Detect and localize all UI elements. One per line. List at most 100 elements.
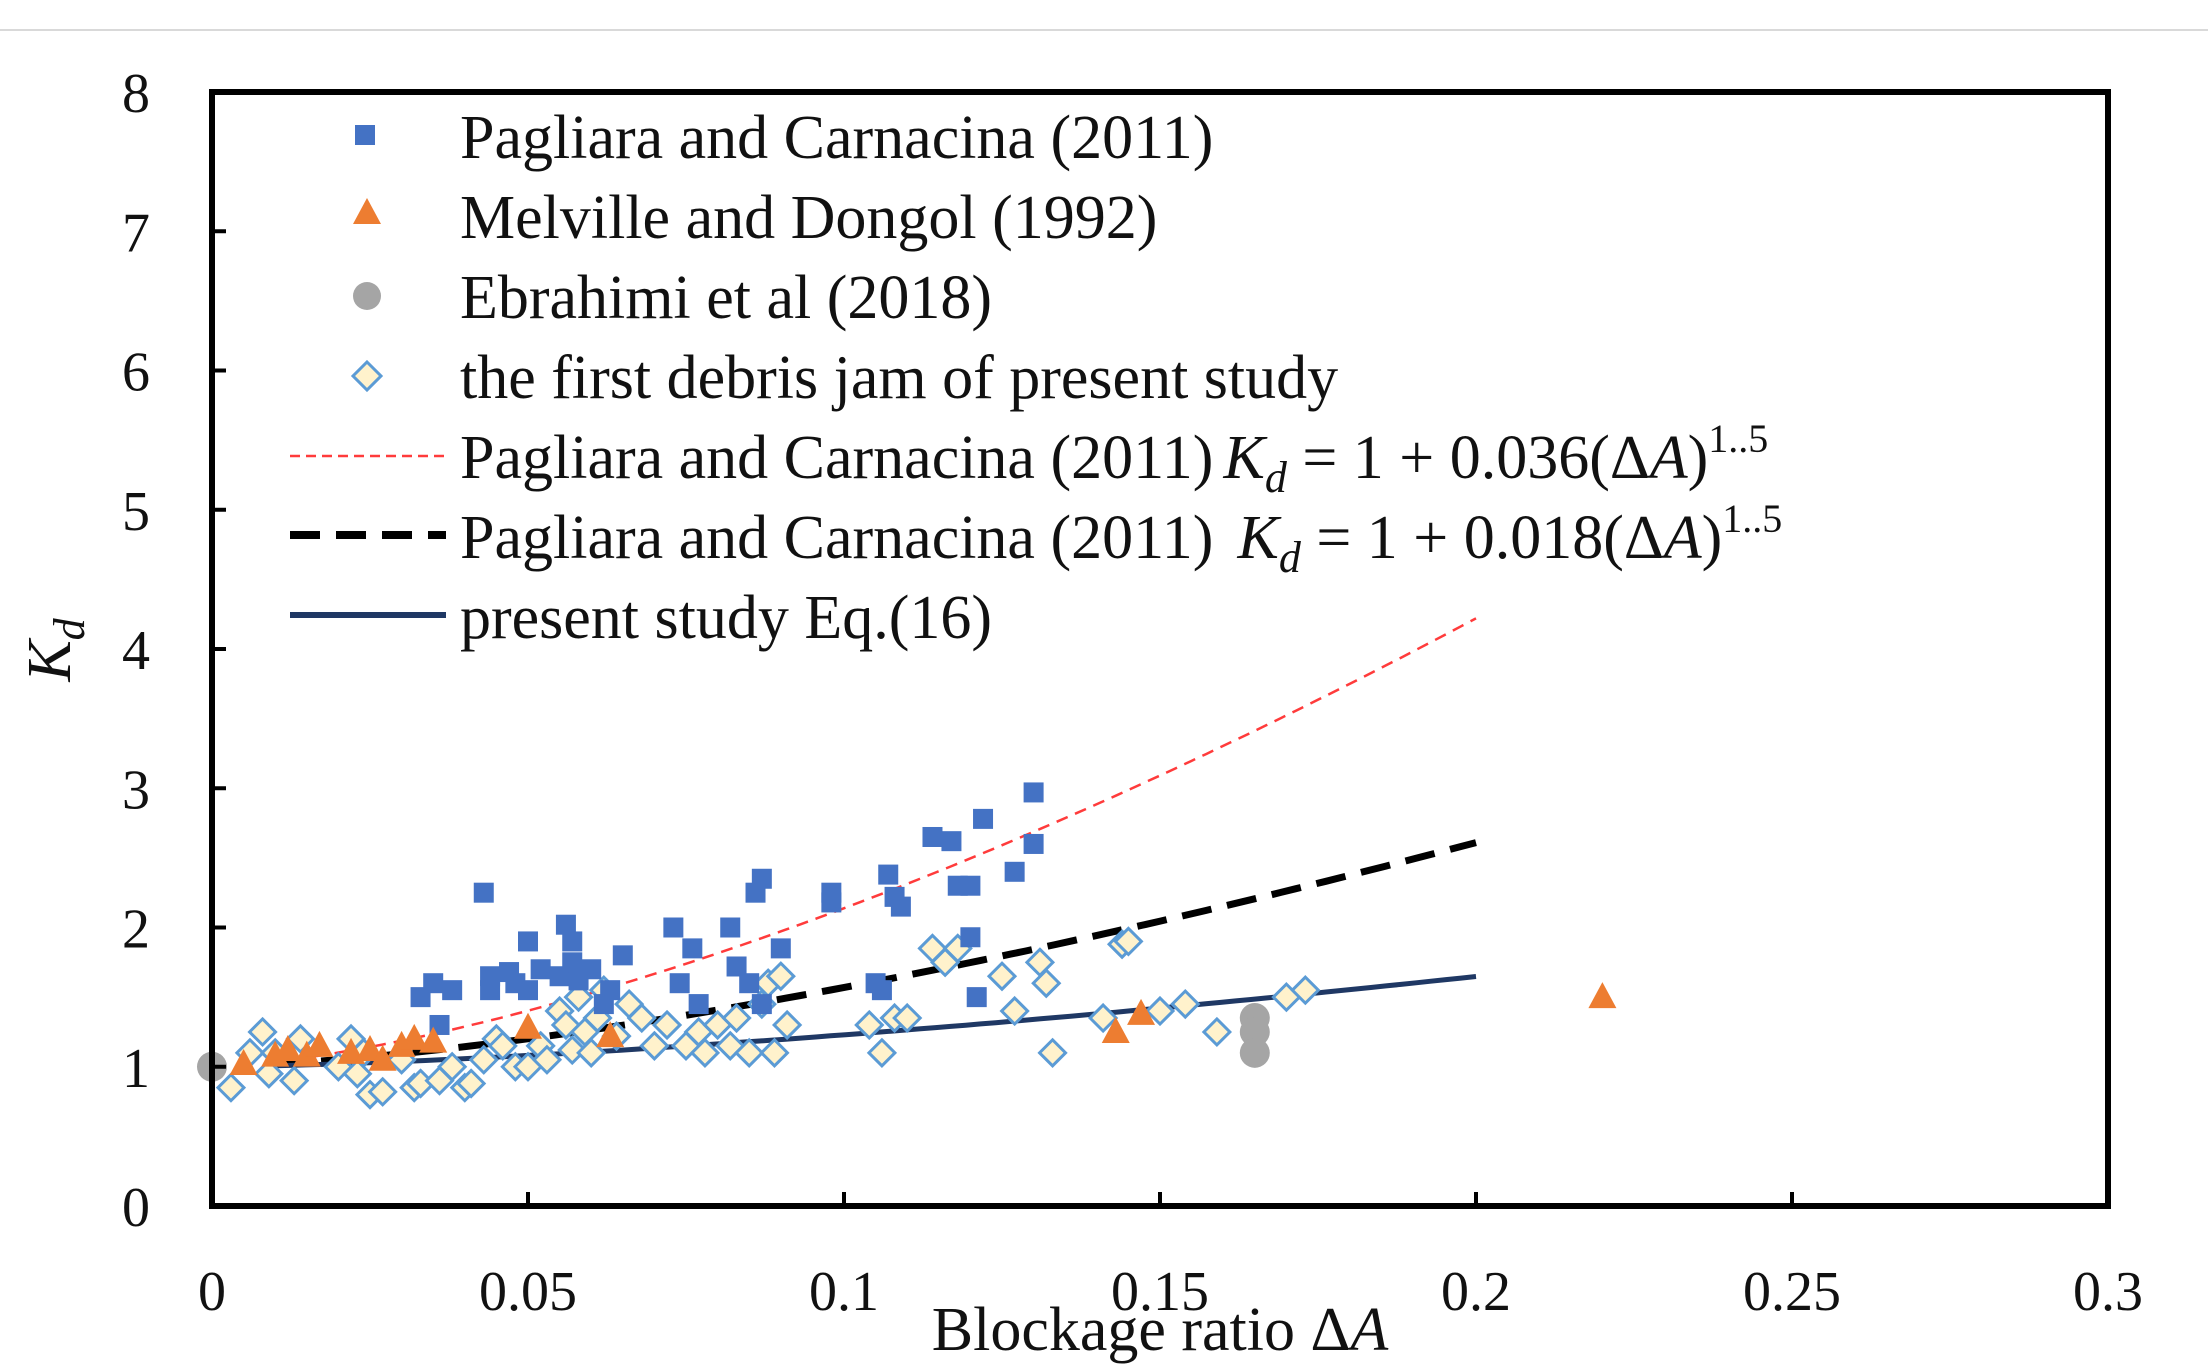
point-pagliara [480,980,501,1001]
point-melville [368,1044,397,1071]
point-present-study [866,1037,898,1068]
point-pagliara [960,927,981,948]
point-pagliara [720,917,741,938]
point-melville [1588,982,1617,1009]
point-pagliara [739,973,760,994]
legend-eq-018-lhs: K [1236,504,1282,572]
legend-eq-018-rhs: = 1 + 0.018(Δ [1301,504,1664,572]
point-melville [387,1030,416,1057]
point-melville [292,1040,321,1067]
axis-ticks: 0 1 2 3 4 5 6 7 8 0 0.05 0.1 0.15 0.2 0.25 0.3 [122,63,2143,1323]
x-tick-label: 0.25 [1743,1261,1841,1323]
point-pagliara [871,980,892,1001]
point-pagliara [612,945,633,966]
x-tick-label: 0.3 [2073,1261,2143,1323]
point-present-study [1087,1002,1119,1034]
point-melville [596,1021,625,1048]
legend-eq-036-sub: d [1265,453,1288,502]
x-tick-label: 0.05 [479,1261,577,1323]
y-tick-label: 1 [122,1038,150,1100]
point-pagliara [960,875,981,896]
point-present-study [1290,975,1321,1006]
point-pagliara [966,987,987,1008]
legend-eq-018-sub: d [1279,533,1302,582]
curve-pagliara-036 [275,617,1477,1063]
legend-label-pagliara-018-name: Pagliara and Carnacina (2011) [460,504,1213,572]
point-pagliara [663,917,684,938]
point-pagliara [726,956,747,977]
point-present-study [689,1037,721,1068]
svg-text:Kd: Kd [16,617,94,682]
legend-label-pagliara-018: Pagliara and Carnacina (2011) Kd = 1 + 0.… [460,496,1782,582]
point-pagliara [1023,833,1044,854]
y-axis-title-main: K [16,637,84,683]
legend-label-pagliara-036-name: Pagliara and Carnacina (2011) [460,424,1213,492]
legend-label-pagliara-036: Pagliara and Carnacina (2011) Kd = 1 + 0.… [460,416,1768,502]
legend-marker-present-points [350,359,384,393]
point-pagliara [770,938,791,959]
point-present-study [1201,1016,1233,1048]
point-present-study [734,1037,765,1068]
point-melville [356,1035,384,1062]
y-tick-label: 6 [122,342,150,404]
x-tick-label: 0 [198,1261,226,1323]
y-tick-label: 5 [122,481,150,543]
point-pagliara [751,994,772,1015]
point-pagliara [530,959,551,980]
y-tick-label: 0 [122,1177,150,1239]
data-points [197,782,1617,1110]
x-tick-label: 0.15 [1111,1261,1209,1323]
point-present-study [468,1044,499,1075]
point-present-study [651,1009,683,1041]
point-present-study [487,1030,518,1061]
y-tick-label: 8 [122,63,150,125]
point-melville [305,1030,334,1057]
point-present-study [557,1034,588,1066]
point-pagliara [518,931,538,952]
point-melville [1101,1016,1130,1043]
point-melville [1127,998,1156,1025]
legend-eq-018-var: A [1660,504,1703,572]
point-melville [400,1023,429,1050]
point-pagliara [751,868,772,889]
legend-marker-pagliara-points [355,125,375,145]
point-pagliara [878,864,899,885]
point-pagliara [941,831,962,852]
point-pagliara [1023,782,1044,803]
point-melville [229,1048,258,1075]
y-tick-label: 2 [122,899,150,961]
legend-eq-036-rhs: = 1 + 0.036(Δ [1287,424,1650,492]
point-present-study [279,1065,310,1096]
x-tick-label: 0.2 [1441,1261,1511,1323]
point-pagliara [688,994,709,1015]
point-present-study [892,1002,923,1034]
point-pagliara [423,973,444,994]
x-tick-label: 0.1 [809,1261,879,1323]
legend-eq-036-lhs: K [1222,424,1268,492]
point-present-study [215,1072,247,1103]
point-melville [514,1012,542,1039]
point-present-study [759,1037,790,1068]
x-axis-title: Blockage ratio ΔA [932,1296,1390,1364]
point-present-study [437,1051,468,1082]
point-present-study [367,1076,398,1107]
legend-eq-036-exp: 1..5 [1708,416,1768,461]
point-ebrahimi [1239,1016,1270,1047]
point-pagliara [922,826,943,847]
point-pagliara [442,980,463,1001]
y-tick-label: 4 [122,620,150,682]
point-present-study [563,982,594,1013]
point-present-study [765,961,796,992]
y-tick-label: 7 [122,202,150,264]
point-present-study [455,1068,487,1099]
point-present-study [247,1016,278,1048]
point-pagliara [518,980,538,1001]
point-present-study [999,995,1030,1027]
point-pagliara [821,892,842,913]
point-present-study [771,1009,803,1041]
point-pagliara [682,938,703,959]
point-present-study [1144,995,1176,1027]
legend-label-ebrahimi-points: Ebrahimi et al (2018) [460,264,992,332]
